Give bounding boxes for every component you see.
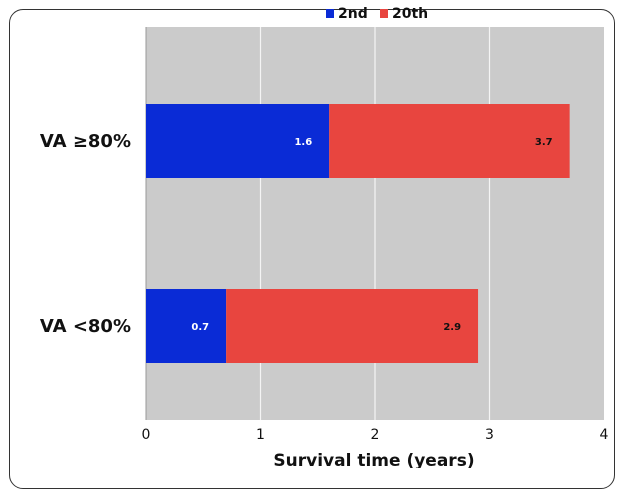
x-tick-label: 4 — [600, 427, 609, 443]
data-label: 1.6 — [294, 137, 312, 148]
bar-2nd-1 — [146, 289, 227, 363]
stacked-bar-chart: 1.6 3.7 0.7 2.9 VA ≥80% VA <80% 0 1 2 3 4 2nd 20t… — [40, 6, 609, 468]
data-labels: 1.6 3.7 0.7 2.9 — [191, 137, 552, 333]
legend-label: 20th — [392, 6, 428, 22]
x-axis-title: Survival time (years) — [273, 451, 474, 468]
legend: 2nd 20th — [326, 6, 428, 22]
category-labels: VA ≥80% VA <80% — [40, 131, 131, 337]
data-label: 2.9 — [443, 322, 461, 333]
data-label: 3.7 — [535, 137, 553, 148]
category-label: VA <80% — [40, 316, 131, 337]
x-tick-label: 2 — [371, 427, 380, 443]
x-tick-label: 0 — [142, 427, 151, 443]
bars — [146, 104, 570, 363]
legend-swatch-2nd — [326, 9, 334, 18]
data-label: 0.7 — [191, 322, 209, 333]
x-tick-labels: 0 1 2 3 4 — [142, 427, 609, 443]
category-label: VA ≥80% — [40, 131, 131, 152]
legend-swatch-20th — [380, 9, 388, 18]
bar-20th-1 — [226, 289, 479, 363]
x-tick-label: 3 — [485, 427, 494, 443]
bar-2nd-0 — [146, 104, 330, 178]
bar-20th-0 — [329, 104, 570, 178]
x-tick-label: 1 — [256, 427, 265, 443]
legend-label: 2nd — [338, 6, 368, 22]
